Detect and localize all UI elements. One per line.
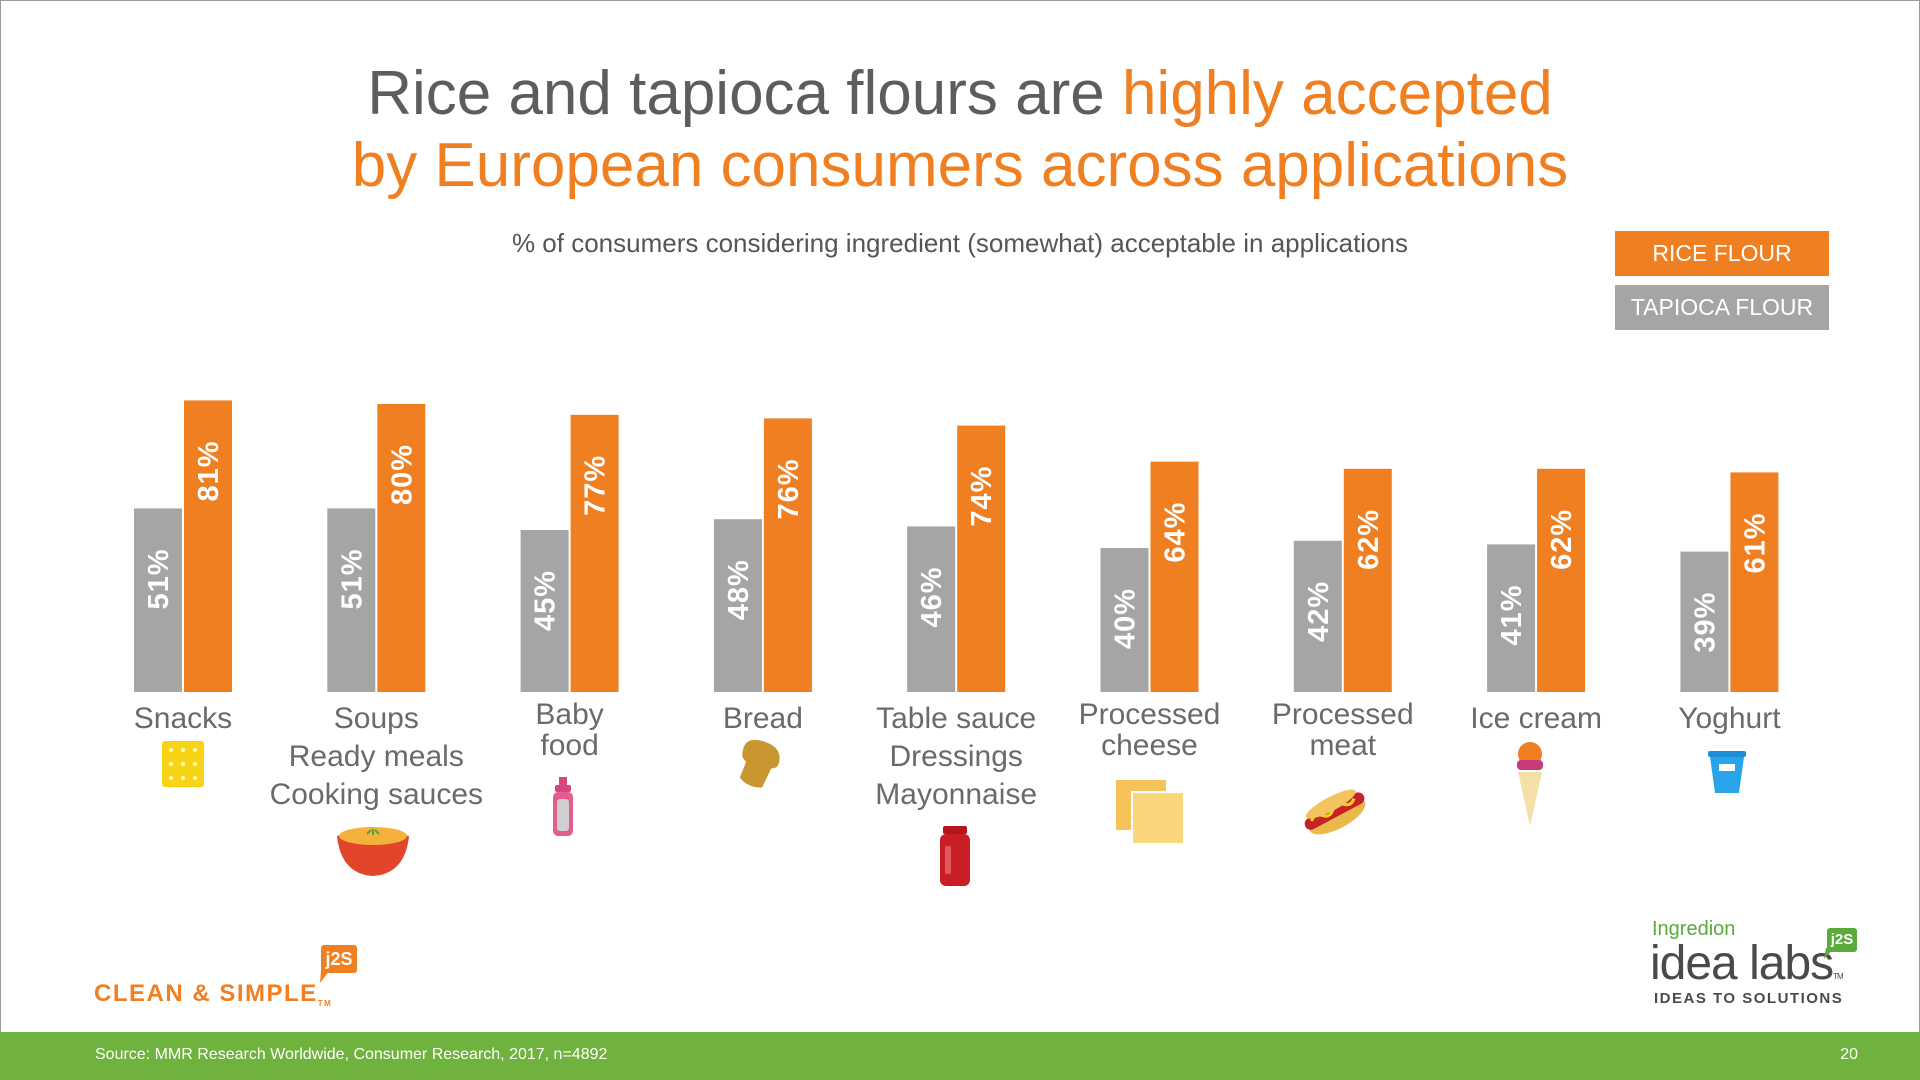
category-label-yoghurt: Yoghurt — [1609, 700, 1849, 738]
tapioca-bar-processed-meat — [1293, 540, 1342, 692]
rice-bar-ice-cream — [1537, 468, 1586, 692]
clean-simple-text: CLEAN & SIMPLE — [94, 980, 318, 1007]
footer-bar: Source: MMR Research Worldwide, Consumer… — [0, 1032, 1920, 1080]
category-label-snacks: Snacks — [63, 700, 303, 738]
rice-value-label-bread: 76% — [773, 458, 805, 519]
idea-labs-tm: TM — [1833, 972, 1844, 981]
category-label-line: Baby — [535, 698, 604, 731]
soup-bowl-icon — [337, 827, 409, 876]
badge-pointer-right-icon — [1824, 948, 1834, 959]
rice-value-label-soups-ready-meals-cooking-sauces: 80% — [386, 444, 418, 505]
rice-bar-processed-cheese — [1150, 461, 1199, 692]
clean-simple-tm: TM — [317, 999, 333, 1008]
tapioca-value-label-bread: 48% — [723, 559, 755, 620]
badge-pointer-left-icon — [320, 970, 330, 983]
title-accent-line2: by European consumers across application… — [351, 131, 1569, 200]
rice-value-label-processed-cheese: 64% — [1160, 502, 1192, 563]
tapioca-value-label-baby-food: 45% — [530, 570, 562, 631]
category-label-line: Snacks — [133, 702, 233, 735]
category-label-line: Processed — [1078, 698, 1221, 731]
j2s-badge-left: j2S — [321, 945, 357, 973]
category-label-processed-cheese: Processed cheese — [1030, 699, 1270, 761]
rice-bar-table-sauce-dressings-mayonnaise — [957, 425, 1006, 692]
slide-title: Rice and tapioca flours are highly accep… — [0, 58, 1920, 202]
rice-value-label-baby-food: 77% — [580, 455, 612, 516]
rice-value-label-yoghurt: 61% — [1739, 512, 1771, 573]
legend-tapioca-flour: TAPIOCA FLOUR — [1615, 285, 1829, 330]
rice-value-label-processed-meat: 62% — [1353, 509, 1385, 570]
title-accent: highly accepted — [1121, 59, 1553, 128]
rice-value-label-snacks: 81% — [193, 440, 225, 501]
category-label-line: Processed — [1271, 698, 1414, 731]
rice-bar-soups-ready-meals-cooking-sauces — [377, 404, 426, 692]
tapioca-bar-bread — [713, 519, 762, 692]
category-label-line: Table sauce — [876, 702, 1037, 735]
ingredion-label: Ingredion — [1652, 918, 1736, 940]
title-plain: Rice and tapioca flours are — [367, 59, 1122, 128]
category-label-processed-meat: Processed meat — [1223, 699, 1463, 761]
idea-labs-text: idea labs — [1650, 937, 1834, 990]
tapioca-value-label-soups-ready-meals-cooking-sauces: 51% — [336, 548, 368, 609]
bar-chart: 51% 81% 51% 80% 45% 77% 48% 76% 46% 74% 40% 64% 42% 6… — [134, 400, 1779, 692]
tapioca-value-label-snacks: 51% — [143, 548, 175, 609]
category-label-line: Ice cream — [1470, 702, 1602, 735]
category-label-table-sauce-dressings-mayonnaise: Table sauce Dressings Mayonnaise — [836, 700, 1076, 814]
rice-bar-snacks — [184, 400, 232, 692]
ideas-to-solutions-tagline: IDEAS TO SOLUTIONS — [1654, 990, 1844, 1007]
rice-bar-yoghurt — [1730, 472, 1779, 692]
tapioca-bar-soups-ready-meals-cooking-sauces — [327, 508, 376, 692]
tapioca-value-label-ice-cream: 41% — [1496, 584, 1528, 645]
category-label-line: Ready meals — [288, 740, 464, 773]
cheese-slices-icon — [1116, 780, 1185, 845]
page-number: 20 — [1840, 1046, 1858, 1063]
tapioca-value-label-processed-meat: 42% — [1303, 581, 1335, 642]
category-label-line: cheese — [1101, 729, 1198, 762]
tapioca-bar-table-sauce-dressings-mayonnaise — [907, 526, 956, 692]
rice-value-label-ice-cream: 62% — [1546, 509, 1578, 570]
category-label-line: Mayonnaise — [875, 778, 1038, 811]
tapioca-bar-yoghurt — [1680, 551, 1729, 692]
clean-simple-logo: CLEAN & SIMPLETM — [94, 980, 332, 1008]
sauce-jar-icon — [940, 826, 970, 886]
rice-bar-bread — [763, 418, 812, 692]
bread-icon — [739, 739, 780, 788]
category-label-soups-ready-meals-cooking-sauces: Soups Ready meals Cooking sauces — [256, 700, 496, 814]
hot-dog-icon — [1304, 789, 1366, 835]
legend-rice-flour: RICE FLOUR — [1615, 231, 1829, 276]
category-label-line: meat — [1309, 729, 1377, 762]
category-label-line: Dressings — [889, 740, 1023, 773]
tapioca-value-label-processed-cheese: 40% — [1110, 588, 1142, 649]
category-label-line: Yoghurt — [1678, 702, 1781, 735]
tapioca-value-label-yoghurt: 39% — [1689, 592, 1721, 653]
category-label-ice-cream: Ice cream — [1416, 700, 1656, 738]
idea-labs-logo: idea labsTM — [1650, 936, 1844, 991]
tapioca-bar-processed-cheese — [1100, 548, 1149, 692]
tapioca-bar-ice-cream — [1487, 544, 1536, 692]
category-label-line: Bread — [722, 702, 803, 735]
chart-subtitle: % of consumers considering ingredient (s… — [511, 228, 1409, 258]
tapioca-bar-snacks — [134, 508, 182, 692]
source-note: Source: MMR Research Worldwide, Consumer… — [95, 1046, 608, 1063]
yoghurt-cup-icon — [1708, 751, 1746, 793]
baby-bottle-icon — [553, 777, 573, 836]
category-label-baby-food: Baby food — [450, 699, 690, 761]
category-label-line: food — [540, 729, 599, 762]
ice-cream-cone-icon — [1517, 742, 1543, 826]
rice-value-label-table-sauce-dressings-mayonnaise: 74% — [966, 466, 998, 527]
cracker-icon — [162, 741, 204, 787]
rice-bar-baby-food — [570, 414, 619, 692]
tapioca-value-label-table-sauce-dressings-mayonnaise: 46% — [916, 566, 948, 627]
category-label-line: Cooking sauces — [269, 778, 484, 811]
rice-bar-processed-meat — [1343, 468, 1392, 692]
category-label-line: Soups — [333, 702, 419, 735]
category-label-bread: Bread — [643, 700, 883, 738]
tapioca-bar-baby-food — [520, 530, 569, 692]
